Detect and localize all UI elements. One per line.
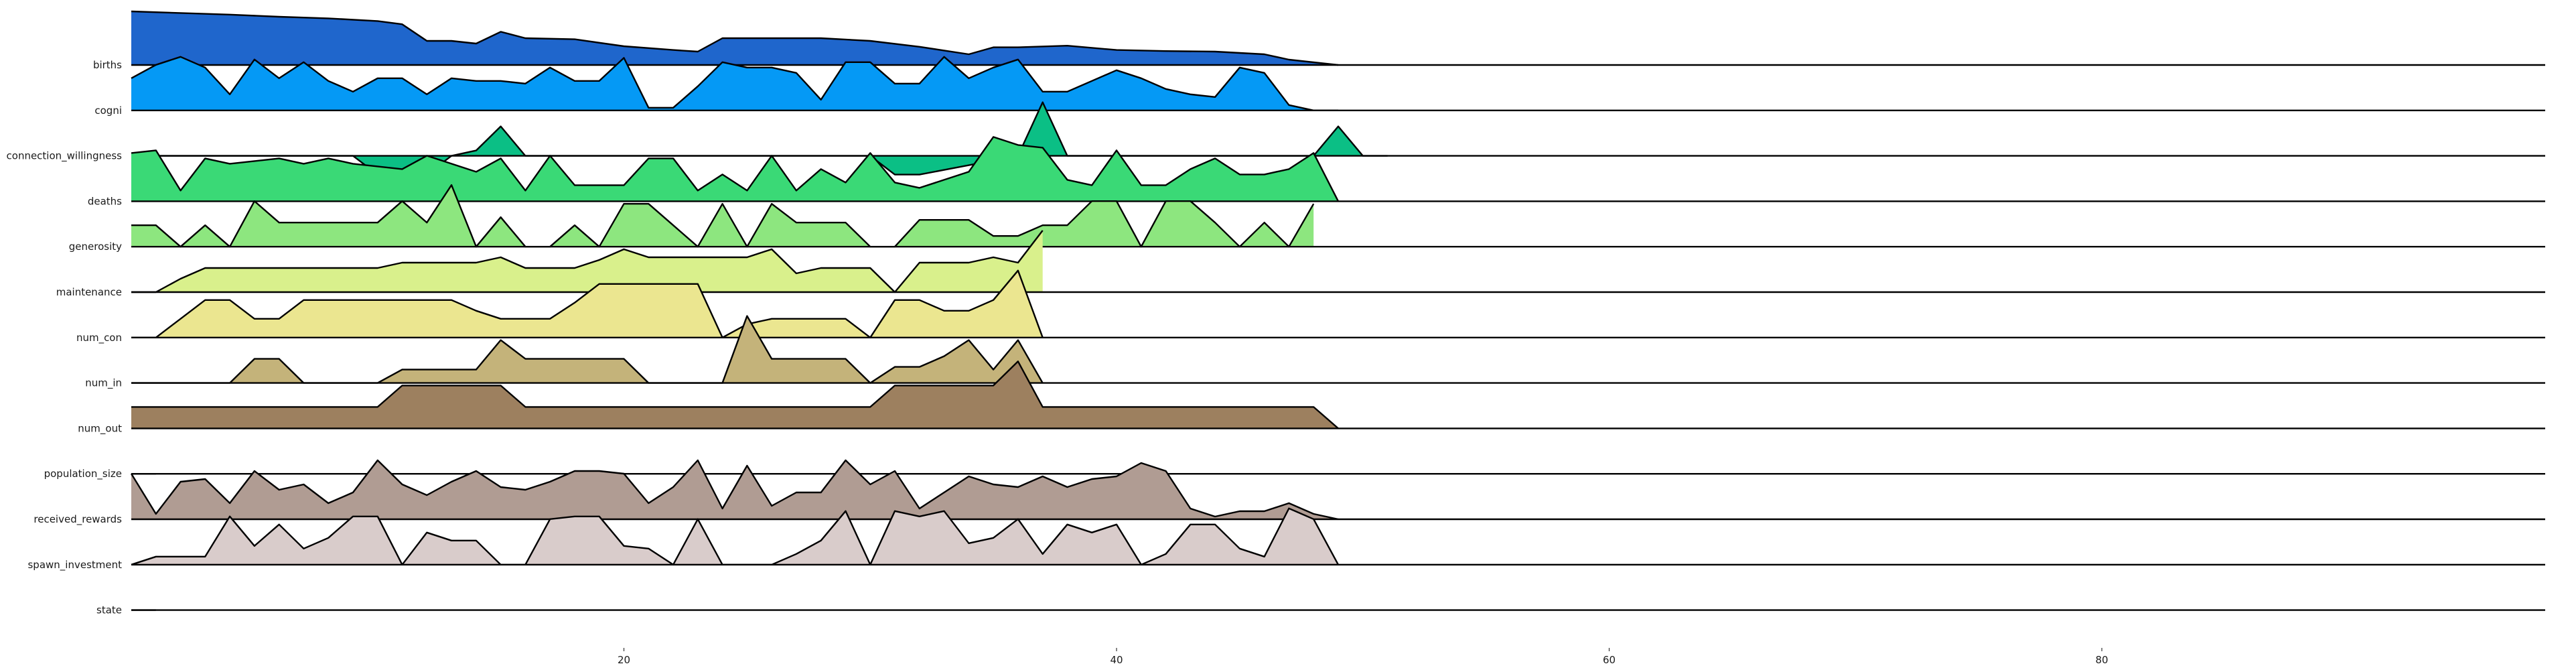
- row-label-spawn-investment: spawn_investment: [27, 559, 122, 572]
- row-label-deaths: deaths: [88, 195, 122, 207]
- ridge-outline: [130, 459, 1339, 521]
- ridge-generosity: [131, 184, 2545, 248]
- row-label-births: births: [93, 59, 122, 71]
- ridge-outline: [131, 10, 1339, 66]
- x-tick-label: 20: [618, 654, 630, 666]
- ridge-area: [131, 137, 1338, 202]
- x-tick-label: 80: [2095, 654, 2108, 666]
- ridge-outline: [131, 269, 1044, 338]
- ridge-area: [131, 508, 1338, 565]
- ridge-outline: [131, 360, 1339, 429]
- ridge-deaths: [131, 136, 2545, 202]
- x-tick-label: 60: [1603, 654, 1616, 666]
- row-label-generosity: generosity: [69, 241, 122, 253]
- ridge-num-out: [131, 360, 2545, 429]
- ridge-area: [131, 460, 1338, 519]
- row-label-population-size: population_size: [44, 468, 122, 480]
- ridge-outline: [131, 136, 1340, 202]
- row-label-state: state: [96, 604, 122, 616]
- row-label-cogni: cogni: [94, 105, 122, 117]
- ridges: [130, 10, 2545, 611]
- ridge-num-con: [131, 269, 2545, 338]
- ridge-area: [131, 185, 1314, 247]
- ridge-area: [131, 361, 1338, 429]
- ridge-births: [131, 10, 2545, 66]
- ridge-outline: [131, 315, 1044, 384]
- ridge-area: [131, 56, 1338, 111]
- ridge-num-in: [131, 315, 2545, 384]
- ridge-area: [131, 316, 1043, 383]
- ridge-outline: [131, 230, 1044, 293]
- ridge-area: [131, 230, 1043, 292]
- row-label-connection-willingness: connection_willingness: [7, 150, 123, 163]
- row-label-num-in: num_in: [85, 377, 122, 390]
- row-label-num-out: num_out: [78, 422, 122, 435]
- row-label-num-con: num_con: [76, 332, 122, 344]
- row-label-maintenance: maintenance: [56, 286, 122, 298]
- x-axis: 20 40 60 80: [618, 648, 2108, 666]
- ridge-outline: [131, 56, 1338, 111]
- row-label-received-rewards: received_rewards: [33, 513, 122, 526]
- ridge-spawn-investment: [131, 507, 2545, 565]
- ridge-received-rewards: [130, 459, 2545, 521]
- x-tick-label: 40: [1110, 654, 1123, 666]
- ridge-outline: [131, 184, 1315, 248]
- ridge-maintenance: [131, 230, 2545, 293]
- ridge-area: [131, 270, 1043, 338]
- ridge-cogni: [131, 56, 2545, 112]
